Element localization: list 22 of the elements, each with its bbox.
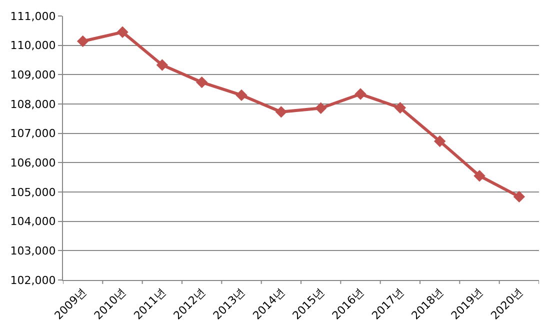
y-tick-label: 109,000 xyxy=(10,68,56,82)
point xyxy=(394,102,406,114)
y-tick-label: 107,000 xyxy=(10,127,56,140)
point xyxy=(314,102,327,114)
point xyxy=(76,35,89,48)
point xyxy=(434,135,446,148)
point xyxy=(354,88,366,100)
point xyxy=(236,89,248,102)
point xyxy=(156,59,168,71)
point xyxy=(196,76,208,88)
point xyxy=(474,170,486,182)
point xyxy=(513,190,526,203)
y-tick-label: 106,000 xyxy=(10,156,56,170)
point xyxy=(275,106,288,118)
y-tick-label: 110,000 xyxy=(10,39,56,52)
point xyxy=(116,26,128,38)
y-tick-label: 105,000 xyxy=(10,186,56,199)
y-tick-label: 111,000 xyxy=(10,10,56,23)
y-tick-label: 104,000 xyxy=(10,215,56,228)
y-tick-label: 102,000 xyxy=(10,274,56,287)
y-tick-label: 103,000 xyxy=(10,244,56,258)
y-tick-label: 108,000 xyxy=(10,98,56,111)
